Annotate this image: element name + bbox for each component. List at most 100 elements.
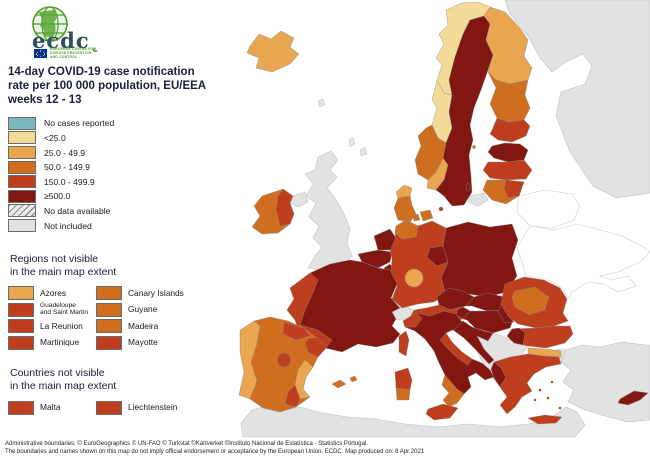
territory-label: Martinique: [40, 337, 80, 348]
territory-swatch: [96, 302, 122, 317]
map-region-iceland: [246, 30, 300, 73]
map-region-italy-calabria: [441, 374, 465, 408]
territory-item: Martinique: [8, 335, 96, 352]
map-region-slovenia-croatia: [445, 320, 495, 365]
legend-label: 25.0 - 49.9: [44, 147, 86, 158]
legend-row: Not included: [8, 218, 223, 233]
legend-row: No data available: [8, 204, 223, 219]
territory-label: Canary Islands: [128, 287, 184, 298]
map-region-balearic-minorca: [349, 375, 358, 383]
map-region-finland-south: [489, 117, 531, 143]
map-region-aegean-island: [546, 396, 550, 400]
legend-swatch: [8, 219, 36, 232]
ecdc-globe-icon: [32, 6, 68, 42]
map-region-denmark-jutland: [393, 195, 417, 223]
map-region-denmark-funen: [412, 213, 421, 222]
territory-label: Liechtenstein: [128, 402, 178, 413]
map-region-sardinia-south: [395, 387, 411, 401]
ecdc-logo: ecdc˛ EUROPEAN CENTRE FOR DISEASE PREVENT…: [16, 4, 223, 59]
legend-row: 150.0 - 499.9: [8, 174, 223, 189]
eu-flag-icon: [34, 49, 47, 58]
territory-swatch: [96, 319, 122, 334]
legend-label: Not included: [44, 220, 92, 231]
legend-row: 50.0 - 149.9: [8, 160, 223, 175]
map-region-aegean-island: [533, 398, 537, 402]
legend-row: No cases reported: [8, 116, 223, 131]
map-region-denmark-north: [395, 184, 413, 199]
territory-swatch: [96, 400, 122, 415]
territory-item: Liechtenstein: [96, 399, 223, 416]
territory-item: Mayotte: [96, 335, 223, 352]
map-region-romania-southwest: [497, 303, 515, 324]
map-region-belarus: [516, 189, 581, 229]
map-region-germany-east: [426, 245, 449, 267]
map-region-italy: [402, 310, 495, 408]
map-region-italy-liguria: [402, 312, 423, 328]
map-region-greece-west: [490, 361, 507, 388]
ecdc-wordmark: ecdc˛: [32, 28, 102, 53]
map-region-germany: [389, 219, 449, 309]
map-region-germany-north: [394, 219, 419, 240]
map-region-sweden: [435, 15, 494, 207]
map-region-bulgaria-west: [506, 327, 526, 346]
map-region-aegean-island: [550, 380, 554, 384]
map-region-ireland-east: [275, 188, 295, 227]
map-credits: Administrative boundaries: © EuroGeograp…: [5, 440, 645, 457]
regions-not-visible-title: Regions not visible in the main map exten…: [10, 252, 117, 278]
map-region-corsica: [398, 330, 410, 357]
legend-label: 50.0 - 149.9: [44, 162, 90, 173]
territory-swatch: [8, 335, 34, 350]
legend-swatch: [8, 146, 36, 160]
map-region-spain-catalonia: [304, 337, 328, 358]
legend-swatch: [8, 175, 36, 189]
credits-line-2: The boundaries and names shown on this m…: [5, 449, 425, 456]
map-region-spain-murcia: [284, 384, 301, 408]
map-region-aegean-island: [538, 388, 542, 392]
map-region-lithuania-east: [503, 179, 525, 199]
legend-label: No data available: [44, 205, 111, 216]
legend-panel: ecdc˛ EUROPEAN CENTRE FOR DISEASE PREVENT…: [8, 4, 223, 416]
legend-label: No cases reported: [44, 118, 115, 129]
ecdc-org-name: EUROPEAN CENTRE FOR DISEASE PREVENTION AND…: [50, 47, 96, 59]
legend-swatch: [8, 189, 36, 203]
countries-not-visible-list: Malta Liechtenstein: [8, 399, 223, 416]
map-region-aland: [472, 145, 476, 149]
map-region-kaliningrad: [467, 192, 489, 207]
legend-label: <25.0: [44, 132, 66, 143]
map-region-sardinia-north: [394, 367, 413, 391]
legend-row: <25.0: [8, 131, 223, 146]
map-region-gotland: [465, 182, 471, 192]
map-region-sicily: [425, 403, 459, 421]
territory-swatch: [8, 302, 34, 317]
legend-swatch: [8, 204, 36, 218]
territory-swatch: [8, 400, 34, 415]
map-region-shetland: [348, 136, 356, 148]
map-region-spain-valencia: [294, 359, 314, 400]
map-region-spain-madrid: [276, 352, 292, 368]
territory-label: Malta: [40, 402, 61, 413]
territory-item: Canary Islands: [96, 285, 223, 302]
territory-label: Guadeloupe and Saint Martin: [40, 301, 89, 316]
legend-row: ≥500.0: [8, 189, 223, 204]
territory-item: Guadeloupe and Saint Martin: [8, 302, 96, 319]
territory-label: Azores: [40, 287, 67, 298]
map-region-italy-adriatic: [439, 332, 473, 366]
map-region-austria-east: [455, 306, 471, 320]
regions-not-visible-list: Azores Canary Islands Guadeloupe and Saint …: [8, 285, 223, 351]
territory-swatch: [96, 286, 122, 301]
territory-label: Mayotte: [128, 337, 158, 348]
territory-swatch: [8, 286, 34, 301]
territory-item: Malta: [8, 399, 96, 416]
map-title: 14-day COVID-19 case notification rate pe…: [8, 66, 207, 107]
countries-not-visible-title: Countries not visible in the main map ext…: [10, 367, 117, 393]
legend-swatch: [8, 131, 36, 145]
legend-label: 150.0 - 499.9: [44, 176, 95, 187]
map-region-balearic-majorca: [331, 379, 347, 389]
territory-item: Guyane: [96, 302, 223, 319]
map-region-poland: [440, 221, 519, 300]
map-region-finland-mid: [487, 71, 531, 123]
map-region-ukraine: [516, 223, 650, 299]
map-region-cyprus: [617, 390, 649, 406]
